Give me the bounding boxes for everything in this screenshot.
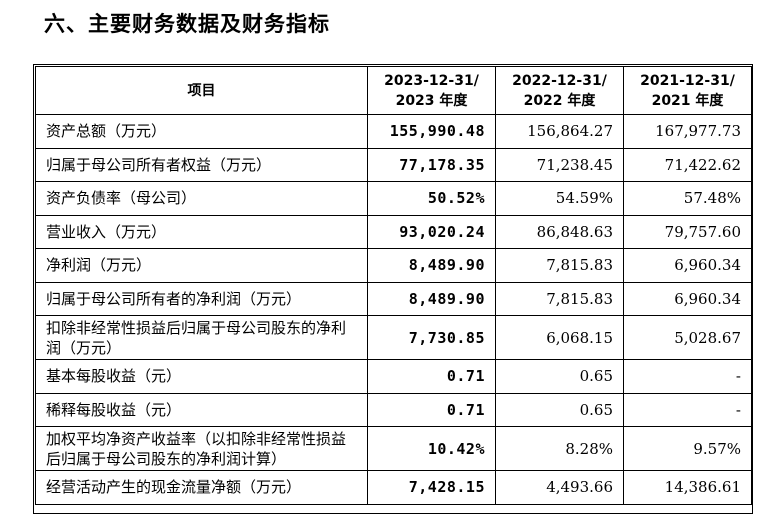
row-label: 净利润（万元） <box>35 248 368 283</box>
table-row: 稀释每股收益（元） 0.71 0.65 - <box>35 392 752 427</box>
value-2021: - <box>623 392 752 427</box>
header-2021: 2021-12-31/ 2021 年度 <box>623 66 752 115</box>
table-row: 营业收入（万元） 93,020.24 86,848.63 79,757.60 <box>35 214 752 249</box>
value-2021: 6,960.34 <box>623 281 752 316</box>
value-2023: 93,020.24 <box>367 214 496 249</box>
value-2022: 7,815.83 <box>495 281 624 316</box>
value-2022: 7,815.83 <box>495 248 624 283</box>
header-2023-date: 2023-12-31/ <box>384 72 479 89</box>
header-2021-date: 2021-12-31/ <box>640 72 735 89</box>
financial-data-table: 项目 2023-12-31/ 2023 年度 2022-12-31/ 2022 … <box>35 66 752 505</box>
row-label: 资产负债率（母公司） <box>35 181 368 216</box>
value-2023: 8,489.90 <box>367 248 496 283</box>
value-2022: 54.59% <box>495 181 624 216</box>
header-item: 项目 <box>35 66 368 115</box>
table-row: 资产负债率（母公司） 50.52% 54.59% 57.48% <box>35 181 752 216</box>
value-2022: 86,848.63 <box>495 214 624 249</box>
value-2022: 4,493.66 <box>495 470 624 505</box>
header-2022-year: 2022 年度 <box>523 92 596 109</box>
value-2022: 6,068.15 <box>495 315 624 360</box>
row-label: 扣除非经常性损益后归属于母公司股东的净利润（万元） <box>35 315 368 360</box>
value-2022: 156,864.27 <box>495 114 624 149</box>
value-2023: 50.52% <box>367 181 496 216</box>
value-2022: 71,238.45 <box>495 147 624 182</box>
table-row: 净利润（万元） 8,489.90 7,815.83 6,960.34 <box>35 248 752 283</box>
header-2023-year: 2023 年度 <box>395 92 468 109</box>
table-row: 资产总额（万元） 155,990.48 156,864.27 167,977.7… <box>35 114 752 149</box>
header-2021-year: 2021 年度 <box>651 92 724 109</box>
value-2023: 0.71 <box>367 392 496 427</box>
table-header-row: 项目 2023-12-31/ 2023 年度 2022-12-31/ 2022 … <box>35 66 752 115</box>
value-2021: 167,977.73 <box>623 114 752 149</box>
value-2021: 9.57% <box>623 426 752 471</box>
value-2023: 7,730.85 <box>367 315 496 360</box>
table-row: 经营活动产生的现金流量净额（万元） 7,428.15 4,493.66 14,3… <box>35 470 752 505</box>
row-label: 基本每股收益（元） <box>35 359 368 394</box>
value-2023: 77,178.35 <box>367 147 496 182</box>
table-row: 扣除非经常性损益后归属于母公司股东的净利润（万元） 7,730.85 6,068… <box>35 315 752 360</box>
table-row: 归属于母公司所有者的净利润（万元） 8,489.90 7,815.83 6,96… <box>35 281 752 316</box>
table-row: 加权平均净资产收益率（以扣除非经常性损益后归属于母公司股东的净利润计算） 10.… <box>35 426 752 471</box>
value-2021: 6,960.34 <box>623 248 752 283</box>
value-2022: 8.28% <box>495 426 624 471</box>
value-2021: 71,422.62 <box>623 147 752 182</box>
table-row: 归属于母公司所有者权益（万元） 77,178.35 71,238.45 71,4… <box>35 147 752 182</box>
value-2021: 79,757.60 <box>623 214 752 249</box>
row-label: 稀释每股收益（元） <box>35 392 368 427</box>
row-label: 加权平均净资产收益率（以扣除非经常性损益后归属于母公司股东的净利润计算） <box>35 426 368 471</box>
value-2023: 155,990.48 <box>367 114 496 149</box>
row-label: 营业收入（万元） <box>35 214 368 249</box>
row-label: 资产总额（万元） <box>35 114 368 149</box>
row-label: 归属于母公司所有者权益（万元） <box>35 147 368 182</box>
value-2022: 0.65 <box>495 359 624 394</box>
value-2021: 5,028.67 <box>623 315 752 360</box>
value-2023: 0.71 <box>367 359 496 394</box>
value-2021: 57.48% <box>623 181 752 216</box>
table-row: 基本每股收益（元） 0.71 0.65 - <box>35 359 752 394</box>
row-label: 归属于母公司所有者的净利润（万元） <box>35 281 368 316</box>
row-label: 经营活动产生的现金流量净额（万元） <box>35 470 368 505</box>
value-2023: 7,428.15 <box>367 470 496 505</box>
section-heading: 六、主要财务数据及财务指标 <box>44 12 330 36</box>
value-2022: 0.65 <box>495 392 624 427</box>
value-2023: 10.42% <box>367 426 496 471</box>
header-2022-date: 2022-12-31/ <box>512 72 607 89</box>
header-2023: 2023-12-31/ 2023 年度 <box>367 66 496 115</box>
value-2021: 14,386.61 <box>623 470 752 505</box>
header-2022: 2022-12-31/ 2022 年度 <box>495 66 624 115</box>
value-2023: 8,489.90 <box>367 281 496 316</box>
value-2021: - <box>623 359 752 394</box>
